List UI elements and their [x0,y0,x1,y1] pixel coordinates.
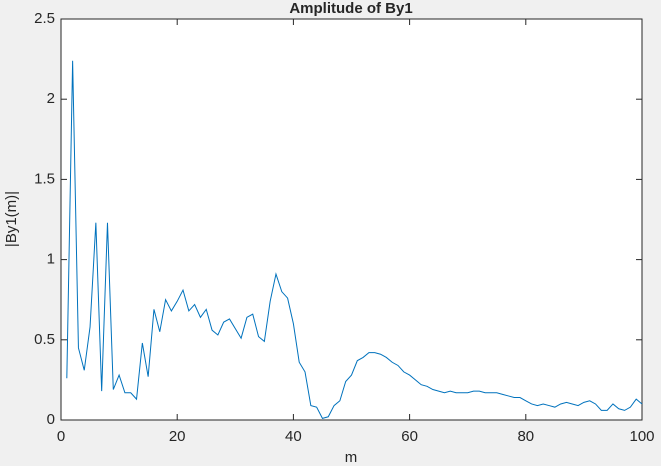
x-tick-label: 0 [57,428,65,445]
y-tick-label: 0 [47,411,55,428]
x-tick-label: 100 [629,428,654,445]
y-tick-label: 2.5 [34,10,55,27]
x-axis-label: m [345,449,358,466]
x-tick-label: 20 [169,428,186,445]
y-tick-label: 1.5 [34,170,55,187]
chart-title: Amplitude of By1 [289,0,412,17]
x-tick-label: 60 [401,428,418,445]
data-line [66,60,643,419]
x-tick-label: 40 [285,428,302,445]
x-tick-label: 80 [517,428,534,445]
y-tick-label: 1 [47,251,55,268]
y-tick-label: 0.5 [34,331,55,348]
axes-box [60,18,643,421]
y-axis-label: |By1(m)| [3,191,20,247]
y-tick-label: 2 [47,90,55,107]
plot-area [61,19,642,420]
